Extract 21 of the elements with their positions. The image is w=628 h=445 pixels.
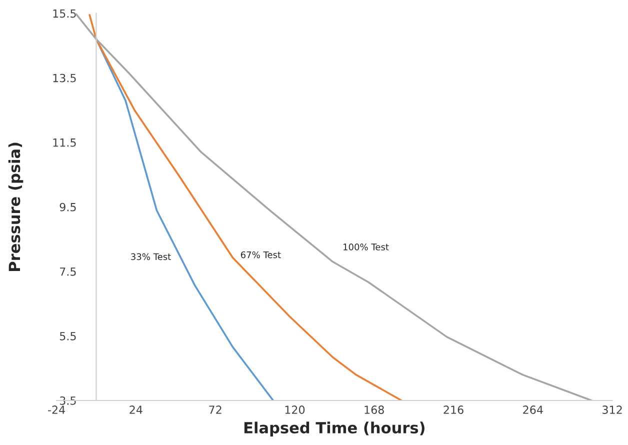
x-tick-label: 216	[444, 406, 464, 414]
y-tick-label: 5.5	[60, 332, 76, 340]
y-tick-label: 7.5	[60, 268, 76, 276]
x-tick-label: 264	[523, 406, 543, 414]
y-tick-label: 15.5	[53, 9, 76, 18]
y-tick-label: 11.5	[53, 138, 76, 147]
x-tick-label: 168	[364, 406, 384, 414]
line-series	[74, 13, 593, 400]
x-tick-label: 24	[130, 406, 142, 414]
x-tick-label: 72	[209, 406, 222, 414]
y-tick-label: 13.5	[53, 74, 76, 82]
x-tick-label: 120	[285, 406, 305, 414]
series-label: 100% Test	[344, 244, 389, 250]
x-axis-title: Elapsed Time (hours)	[244, 422, 424, 436]
y-tick-label: 9.5	[60, 202, 76, 212]
y-axis-title: Pressure (psia)	[8, 142, 24, 271]
x-tick-label: 312	[602, 406, 622, 414]
x-tick-label: -24	[48, 406, 65, 414]
series-label: 33% Test	[131, 253, 171, 260]
series-label: 67% Test	[240, 251, 281, 258]
line-series	[88, 14, 402, 400]
